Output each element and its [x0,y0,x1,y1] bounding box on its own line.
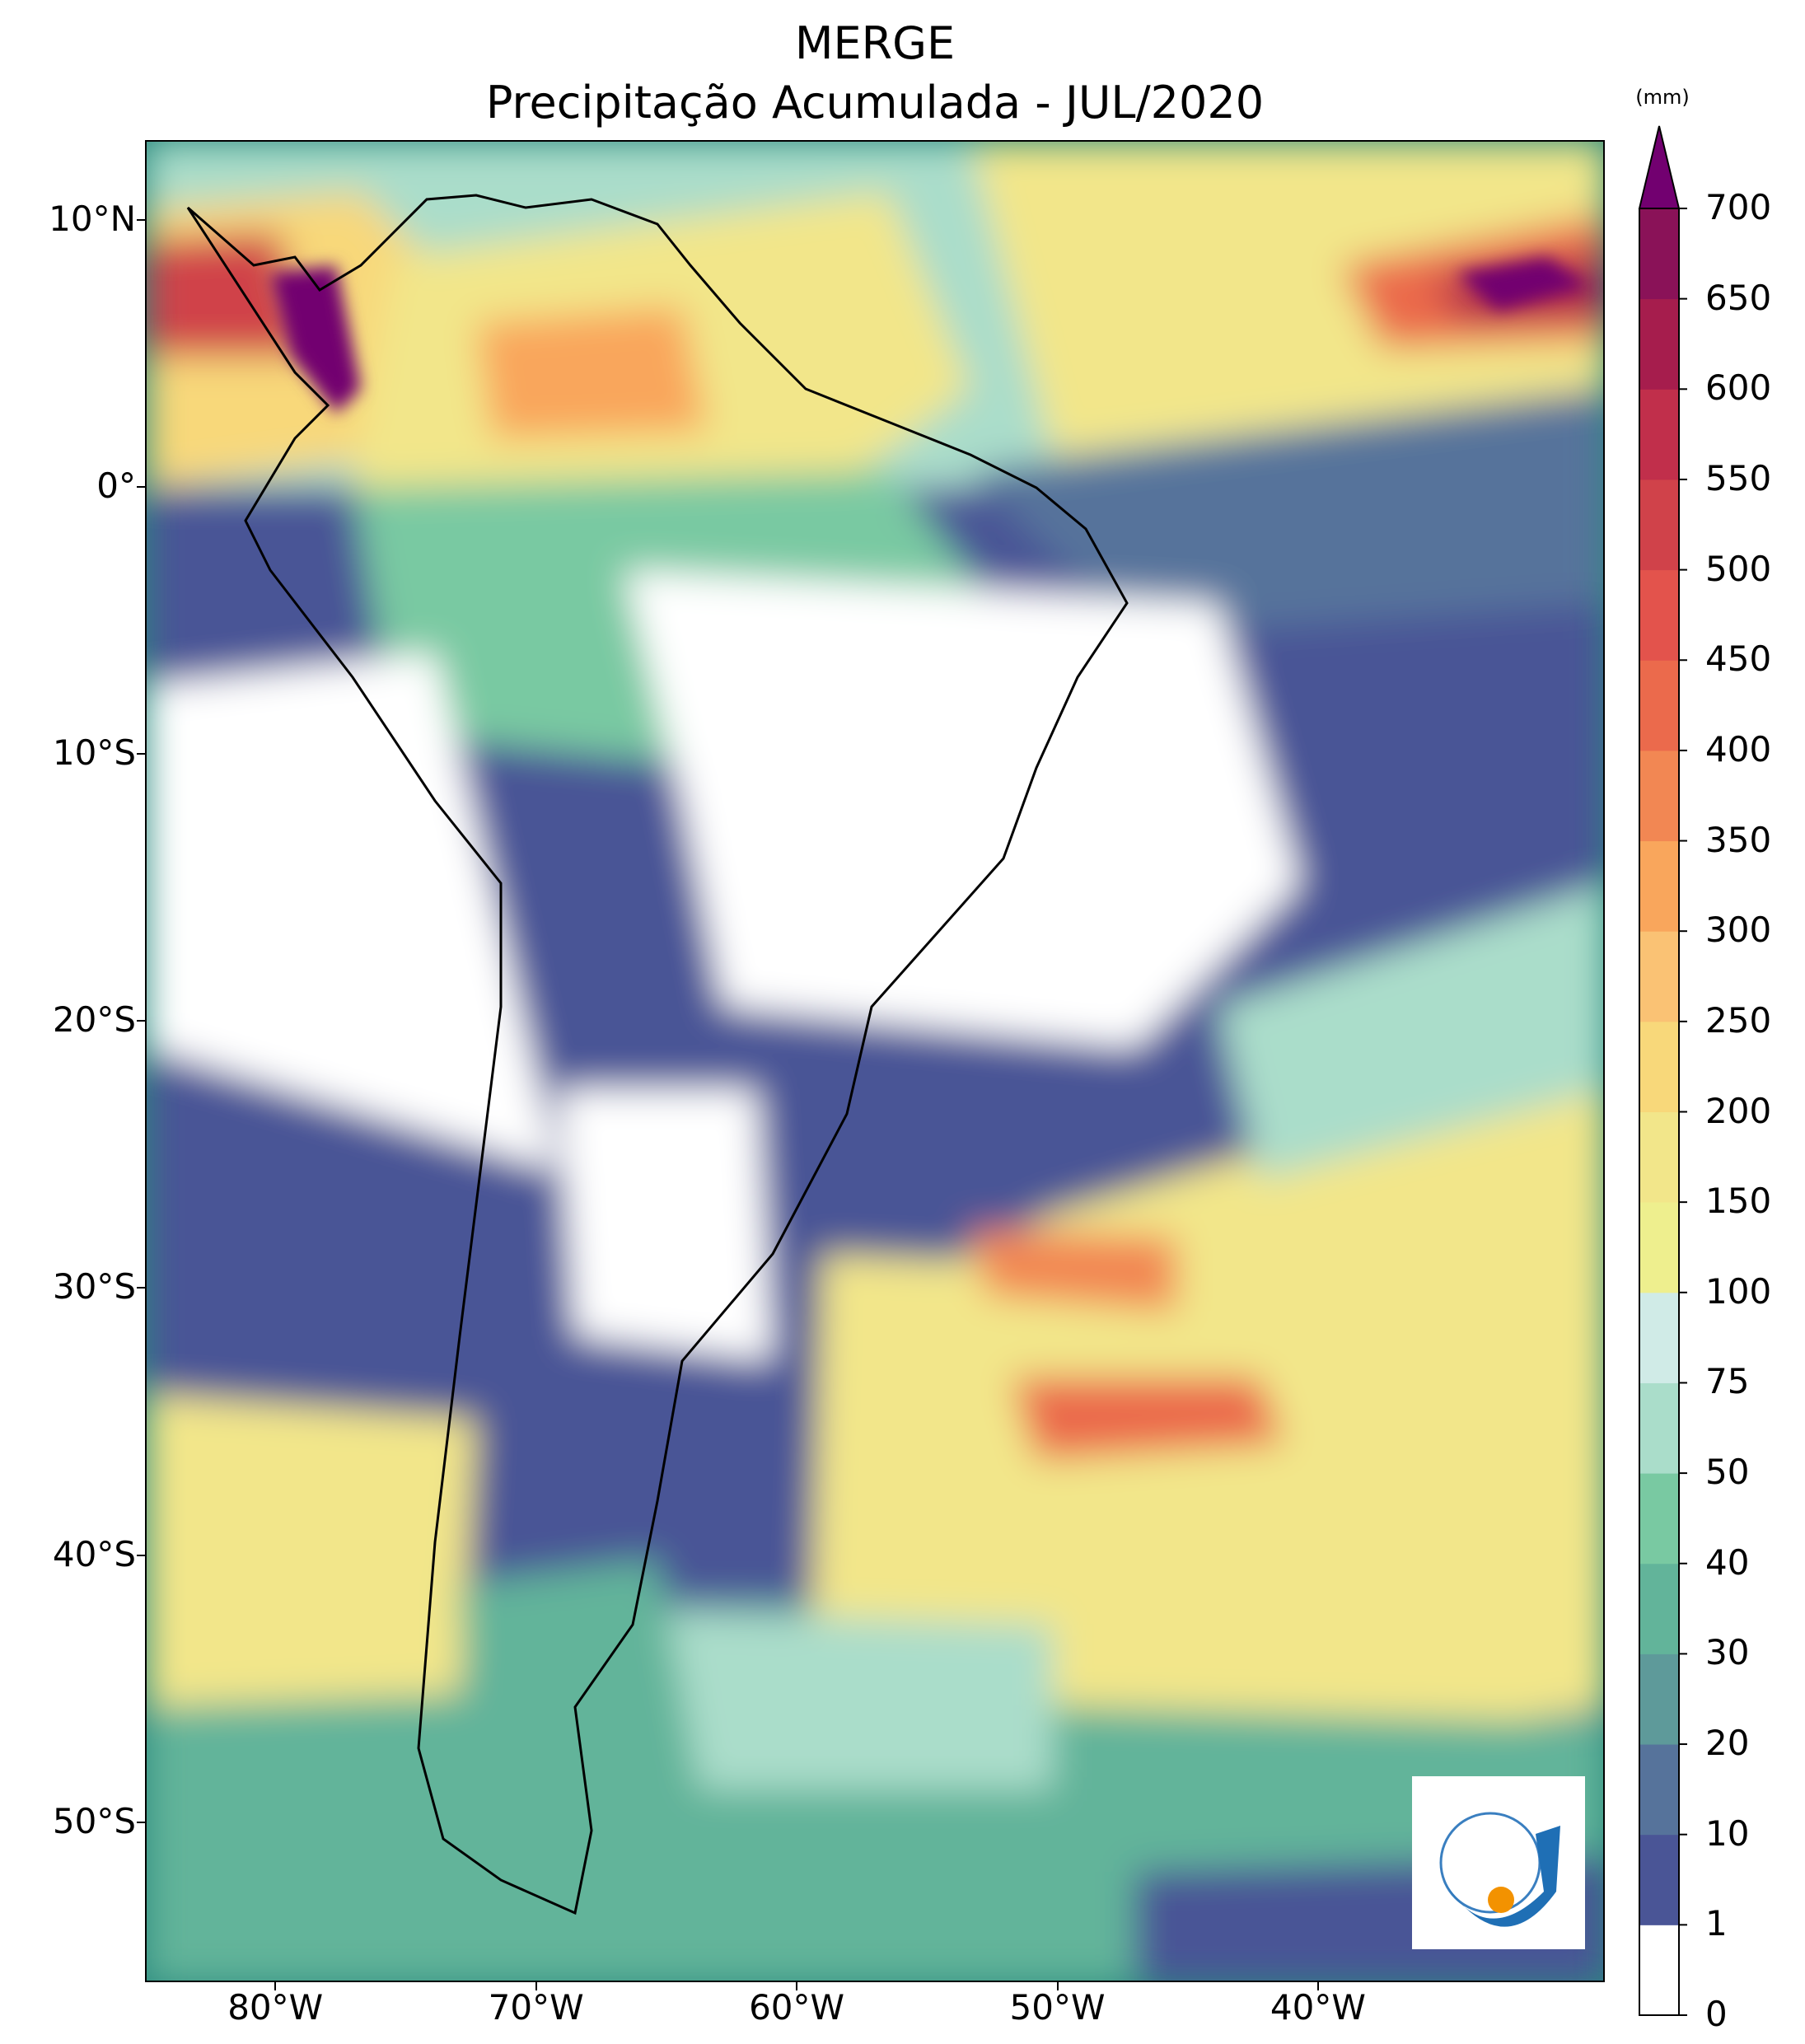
colorbar-tick-label: 350 [1705,819,1772,860]
lat-tick-label: 30°S [52,1266,136,1307]
colorbar-tick-label: 450 [1705,638,1772,680]
inpe-logo [1412,1776,1585,1949]
colorbar-segment [1639,479,1679,571]
colorbar-segment [1639,1473,1679,1565]
colorbar-tick-label: 250 [1705,999,1772,1041]
colorbar-segment [1639,1382,1679,1474]
colorbar-tick-label: 30 [1705,1632,1750,1673]
lon-tick-label: 40°W [1270,1987,1366,2028]
lat-tick [137,1020,145,1022]
lon-tick-label: 80°W [227,1987,324,2028]
colorbar-segment [1639,1292,1679,1383]
colorbar-segment [1639,1202,1679,1293]
map-title: MERGE [794,17,956,69]
colorbar-segment [1639,1021,1679,1112]
lat-tick [137,1554,145,1556]
lon-tick-label: 70°W [488,1987,584,2028]
colorbar-segment [1639,1834,1679,1925]
colorbar-segment [1639,840,1679,932]
colorbar-tick-label: 550 [1705,457,1772,498]
colorbar-segment [1639,389,1679,480]
colorbar-segment [1639,1925,1679,2016]
colorbar-tick-label: 300 [1705,910,1772,951]
colorbar-tick-label: 150 [1705,1181,1772,1222]
colorbar-segment [1639,931,1679,1022]
lon-tick [1056,1982,1059,1990]
colorbar-tick-label: 1 [1705,1903,1728,1944]
colorbar-segment [1639,1744,1679,1836]
lon-tick [274,1982,277,1990]
lat-tick-label: 10°S [52,732,136,774]
lat-tick [137,753,145,755]
lat-tick [137,219,145,222]
lat-tick-label: 0° [96,465,136,507]
precipitation-map [145,140,1605,1982]
lat-tick [137,486,145,489]
colorbar-segment [1639,750,1679,842]
colorbar-tick-label: 0 [1705,1994,1728,2034]
lon-tick-label: 50°W [1009,1987,1106,2028]
colorbar-segment [1639,660,1679,751]
colorbar-tick-label: 40 [1705,1541,1750,1583]
colorbar-unit: (mm) [1635,86,1690,109]
colorbar-segment [1639,298,1679,390]
colorbar-tick-label: 200 [1705,1090,1772,1131]
colorbar-segment [1639,1653,1679,1745]
colorbar-tick-label: 75 [1705,1361,1750,1402]
colorbar-tick-label: 20 [1705,1723,1750,1764]
lat-tick-label: 40°S [52,1533,136,1574]
colorbar-segment [1639,1111,1679,1203]
colorbar-tick-label: 10 [1705,1812,1750,1854]
colorbar-tick-label: 600 [1705,367,1772,409]
colorbar-segment [1639,208,1679,300]
lat-tick-label: 20°S [52,999,136,1041]
colorbar-segment [1639,1563,1679,1654]
inpe-logo-icon [1439,1812,1560,1927]
colorbar-tick-label: 400 [1705,728,1772,769]
colorbar-tick-label: 100 [1705,1270,1772,1312]
lon-tick-label: 60°W [749,1987,845,2028]
colorbar-tick-label: 50 [1705,1452,1750,1493]
lat-tick [137,1821,145,1823]
lat-tick-label: 10°N [49,199,136,240]
lon-tick [1316,1982,1319,1990]
map-subtitle: Precipitação Acumulada - JUL/2020 [485,77,1265,129]
colorbar-tick-label: 650 [1705,277,1772,318]
lat-tick [137,1287,145,1289]
colorbar-tick-label: 500 [1705,548,1772,589]
colorbar-segment [1639,569,1679,661]
colorbar-extend-arrow [1638,125,1681,209]
lat-tick-label: 50°S [52,1800,136,1841]
lon-tick [796,1982,798,1990]
colorbar-tick-label: 700 [1705,187,1772,227]
lon-tick [535,1982,537,1990]
